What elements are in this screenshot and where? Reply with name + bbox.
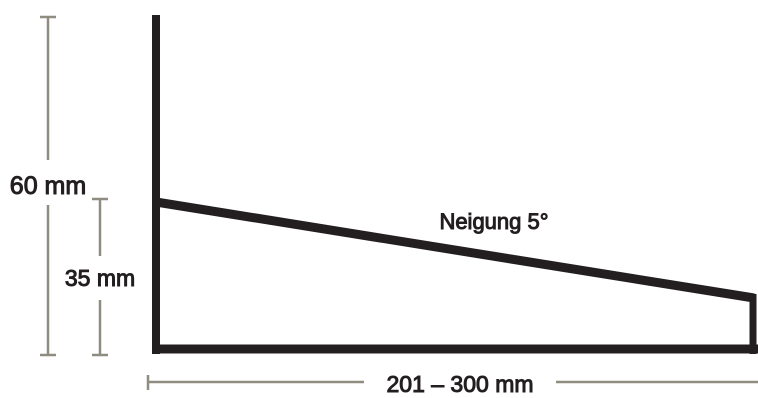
dimension-35mm: 35 mm [65,199,135,355]
dimension-60mm-label: 60 mm [10,172,86,200]
dimension-depth-label: 201 – 300 mm [386,371,533,397]
dimension-depth: 201 – 300 mm [148,371,758,397]
wedge-profile [152,15,758,354]
dimension-35mm-label: 35 mm [65,265,135,291]
slope-label: Neigung 5° [439,209,548,234]
dimension-60mm: 60 mm [10,17,86,355]
